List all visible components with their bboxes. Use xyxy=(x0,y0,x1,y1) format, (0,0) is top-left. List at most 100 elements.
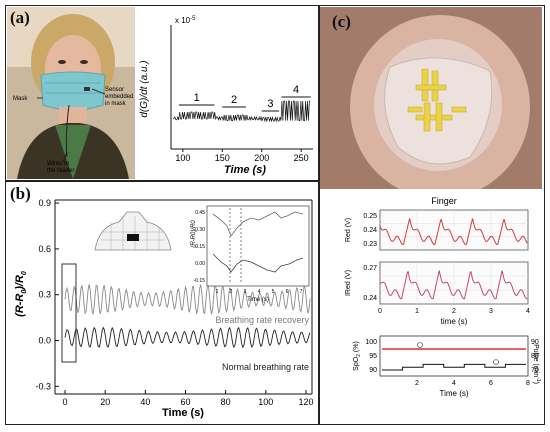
chest-sensor xyxy=(127,234,139,241)
b-xtick-label: 60 xyxy=(181,397,191,407)
c-ytick-label: 95 xyxy=(369,353,377,360)
horizontal-divider xyxy=(5,180,319,182)
panel-a-chart: x 10-5 d(G)/dt (a.u.) 100 150 200 250 Time … xyxy=(135,7,317,179)
b-ytick-label: 0.3 xyxy=(38,290,51,300)
panel-a-letter: (a) xyxy=(10,8,30,27)
b-inset-trace-upper xyxy=(212,211,304,237)
finger-photo xyxy=(320,7,542,189)
sensor-label-line3: in mask xyxy=(105,101,127,107)
b-series-trace xyxy=(64,283,311,316)
c-ytick-label: 0.24 xyxy=(363,227,377,234)
b-highlight-box xyxy=(61,263,77,363)
b-inset-xtick-label: 2 xyxy=(230,289,233,295)
c-red-ylabel: Red (V) xyxy=(345,218,352,242)
c-ytick-label: 90 xyxy=(369,367,377,374)
c-xtick-label: 4 xyxy=(526,308,530,315)
sensor-label-line2: embedded xyxy=(105,94,133,100)
b-ylabel: (R-R0)/R0 xyxy=(14,271,28,317)
b-inset-xtick-label: 5 xyxy=(272,289,275,295)
wires-label-line1: Wires to xyxy=(47,161,70,167)
a-segment-label: 2 xyxy=(231,94,237,106)
b-inset-ytick-label: -0.15 xyxy=(194,278,206,284)
b-xtick-label: 100 xyxy=(258,397,273,407)
panel-b-chart: 0.9 0.6 0.3 0.0 -0.3 0 20 40 60 80 100 120 (R-R0)/… xyxy=(14,198,313,419)
c-pulse-trace xyxy=(379,218,528,246)
b-inset-xtick-label: 7 xyxy=(300,289,303,295)
c-spo2-frame xyxy=(379,335,529,377)
sensor-label-line1: Sensor xyxy=(105,87,124,93)
c-ired-xlabel: time (s) xyxy=(441,317,468,326)
b-inset-ytick-label: 0.00 xyxy=(195,261,205,267)
b-inset-xtick-label: 3 xyxy=(244,289,247,295)
b-inset-xtick-label: 6 xyxy=(286,289,289,295)
wires-label-line2: the reader xyxy=(47,168,74,174)
c-xtick-label: 2 xyxy=(452,308,456,315)
a-multiplier: x 10-5 xyxy=(175,16,196,25)
gold-electrodes xyxy=(407,68,467,132)
b-xtick-label: 40 xyxy=(140,397,150,407)
c-xtick-label: 3 xyxy=(489,308,493,315)
c-spo2-xtick-label: 8 xyxy=(526,380,530,387)
a-signal-trace xyxy=(173,100,311,123)
figure-frame xyxy=(5,5,545,425)
b-inset-trace-lower xyxy=(212,253,304,273)
b-xtick-label: 120 xyxy=(298,397,313,407)
b-xlabel: Time (s) xyxy=(162,407,204,419)
b-ytick-label: 0.9 xyxy=(38,198,51,208)
b-inset-ytick-label: 0.30 xyxy=(195,227,205,233)
a-segment-label: 1 xyxy=(194,92,200,104)
b-series-label-recovery: Breathing rate recovery xyxy=(215,315,309,325)
c-ytick-label: 80 xyxy=(531,353,539,360)
c-spo2-xtick-label: 6 xyxy=(489,380,493,387)
a-ylabel: d(G)/dt (a.u.) xyxy=(139,60,150,117)
b-ytick-label: 0.6 xyxy=(38,244,51,254)
c-spo2-xlabel: Time (s) xyxy=(439,389,468,398)
vertical-divider xyxy=(318,5,320,425)
a-xtick-label: 150 xyxy=(215,153,230,163)
panel-c-letter: (c) xyxy=(332,12,351,31)
b-inset-ytick-label: 0.15 xyxy=(195,244,205,250)
c-ytick-label: 0.25 xyxy=(363,213,377,220)
a-xtick-label: 200 xyxy=(254,153,269,163)
c-pulse-step-trace xyxy=(382,363,526,371)
c-ired-ylabel: IRed (V) xyxy=(345,270,352,296)
c-pulse-marker xyxy=(493,359,499,365)
c-pulse-ylabel: Pulse (min-1) xyxy=(532,344,541,384)
mask-photo: Sensor embedded in mask Mask Wires to th… xyxy=(7,7,135,179)
c-ytick-label: 0.27 xyxy=(363,265,377,272)
panel-c-charts: Finger Red (V) 0.25 0.24 0.23 IRed (V) 0.2… xyxy=(320,190,542,422)
b-ytick-label: 0.0 xyxy=(38,336,51,346)
a-segment-label: 4 xyxy=(293,84,299,96)
c-ytick-label: 100 xyxy=(365,339,377,346)
c-ytick-label: 90 xyxy=(531,339,539,346)
c-xtick-label: 1 xyxy=(415,308,419,315)
b-ytick-label: -0.3 xyxy=(35,381,51,391)
a-xtick-label: 250 xyxy=(294,153,309,163)
c-spo2-ylabel: SpO2 (%) xyxy=(353,341,362,371)
panel-b-letter: (b) xyxy=(10,184,31,203)
c-ytick-label: 70 xyxy=(531,367,539,374)
b-xtick-label: 20 xyxy=(100,397,110,407)
b-inset-ytick-label: 0.45 xyxy=(195,210,205,216)
a-xtick-label: 100 xyxy=(175,153,190,163)
c-spo2-xtick-label: 4 xyxy=(452,380,456,387)
a-xlabel: Time (s) xyxy=(224,164,266,176)
b-inset-xtick-label: 1 xyxy=(216,289,219,295)
mask-label: Mask xyxy=(13,96,28,102)
c-ytick-label: 0.23 xyxy=(363,241,377,248)
c-pulse-trace xyxy=(379,270,528,300)
b-inset-ylabel: (R-R0)/R0 xyxy=(191,220,197,248)
c-spo2-marker xyxy=(417,342,423,348)
b-series-label-normal: Normal breathing rate xyxy=(222,362,309,372)
c-spo2-xtick-label: 2 xyxy=(415,380,419,387)
b-xtick-label: 80 xyxy=(221,397,231,407)
c-xtick-label: 0 xyxy=(378,308,382,315)
c-title: Finger xyxy=(431,196,457,206)
torso-sketch xyxy=(94,211,172,251)
c-ytick-label: 0.24 xyxy=(363,295,377,302)
b-xtick-label: 0 xyxy=(63,397,68,407)
b-inset-xtick-label: 4 xyxy=(258,289,261,295)
b-inset-xlabel: Time (s) xyxy=(247,297,269,303)
a-segment-label: 3 xyxy=(267,98,273,110)
